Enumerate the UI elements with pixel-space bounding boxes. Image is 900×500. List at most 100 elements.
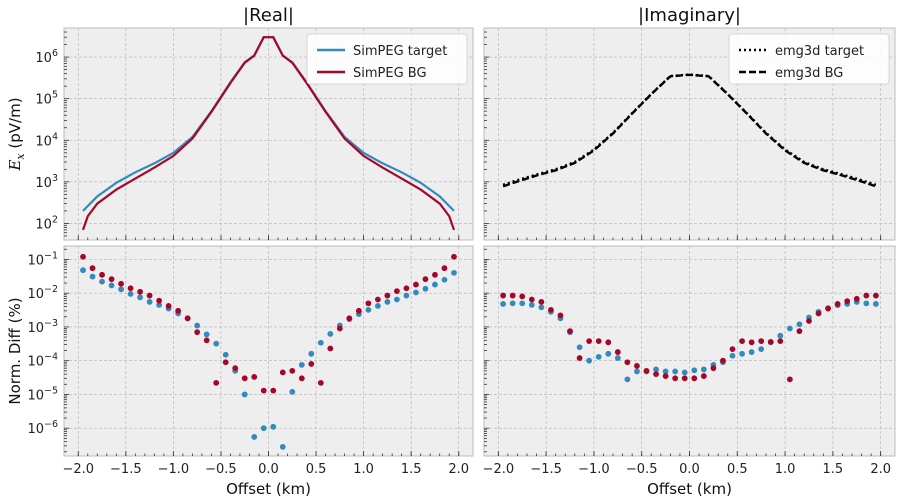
data-point: [432, 281, 438, 288]
data-point: [586, 338, 593, 345]
y-tick-label: 103: [35, 173, 58, 191]
data-point: [528, 296, 535, 303]
x-tick-label: −0.5: [205, 462, 237, 477]
data-point: [251, 374, 258, 380]
data-point: [279, 369, 286, 376]
data-point: [700, 366, 707, 373]
data-point: [748, 339, 755, 346]
legend-label: SimPEG BG: [353, 66, 427, 81]
data-point: [89, 265, 96, 272]
data-point: [156, 297, 163, 304]
data-point: [346, 315, 353, 322]
data-point: [80, 253, 86, 260]
data-point: [308, 350, 315, 357]
data-point: [194, 322, 201, 329]
data-point: [624, 376, 631, 383]
data-point: [729, 346, 736, 353]
y-tick-label: 10−2: [27, 284, 58, 302]
x-tick-label: 1.0: [353, 462, 374, 477]
legend-box: [306, 33, 468, 85]
data-point: [509, 292, 516, 299]
y-tick-label: 10−1: [27, 250, 58, 268]
data-point: [156, 301, 163, 308]
data-point: [662, 368, 669, 375]
data-point: [222, 359, 229, 366]
series-line-1: [502, 73, 877, 188]
data-point: [863, 300, 870, 307]
panel-real-field: 102 103 104 105 106 |Real| Ex (pV/m) SimPEG tar…: [6, 5, 474, 241]
data-point: [270, 387, 277, 394]
data-point: [786, 376, 793, 383]
x-tick-label: 0.0: [679, 462, 700, 477]
series-line-1: [81, 36, 456, 231]
y-axis-label: Ex (pV/m): [6, 97, 27, 171]
data-point: [327, 331, 334, 337]
x-tick-label: −1.0: [578, 462, 610, 477]
data-point: [451, 253, 457, 260]
x-tick-label: −0.5: [626, 462, 658, 477]
data-point: [863, 292, 870, 299]
data-point: [538, 299, 545, 305]
data-point: [872, 301, 879, 307]
x-tick-label: 0.5: [306, 462, 327, 477]
data-point: [500, 292, 507, 299]
data-point: [413, 281, 419, 288]
data-point: [758, 346, 765, 353]
x-tick-label: −2.0: [62, 462, 94, 477]
data-point: [595, 353, 602, 360]
data-point: [80, 267, 86, 274]
x-tick-label: −1.5: [530, 462, 562, 477]
data-point: [567, 328, 573, 335]
data-point: [643, 367, 650, 374]
data-point: [691, 375, 698, 382]
data-point: [99, 271, 105, 278]
data-point: [118, 280, 124, 287]
data-point: [222, 351, 229, 358]
data-point: [796, 328, 803, 335]
data-point: [203, 331, 210, 338]
data-point: [137, 288, 143, 295]
data-point: [441, 276, 448, 283]
data-point: [548, 306, 554, 313]
data-point: [384, 292, 391, 299]
data-point: [825, 305, 831, 312]
data-point: [422, 285, 429, 292]
data-point: [653, 371, 659, 378]
y-tick-label: 10−6: [27, 419, 58, 437]
data-point: [384, 299, 391, 305]
x-tick-label: −1.0: [158, 462, 190, 477]
data-point: [777, 338, 784, 345]
data-point: [672, 368, 679, 375]
y-tick-label: 104: [35, 131, 58, 149]
data-point: [355, 307, 362, 314]
data-point: [729, 352, 736, 359]
data-point: [720, 357, 726, 364]
data-point: [241, 391, 248, 398]
data-point: [739, 350, 745, 357]
data-point: [232, 365, 239, 372]
x-tick-label: 2.0: [870, 462, 891, 477]
data-point: [509, 300, 516, 307]
data-point: [576, 355, 583, 361]
data-point: [557, 312, 564, 319]
y-axis-label: Norm. Diff (%): [6, 297, 24, 404]
data-point: [308, 361, 315, 367]
x-tick-label: 0.0: [258, 462, 279, 477]
data-point: [777, 332, 784, 339]
data-point: [634, 368, 640, 375]
data-point: [681, 369, 688, 376]
data-point: [403, 285, 410, 292]
legend-label: emg3d BG: [775, 66, 843, 81]
data-point: [586, 357, 593, 364]
data-point: [432, 271, 438, 278]
panel-real-norm-diff: −2.0 −1.5 −1.0 −0.5 0.0 0.5 1.0 1.5 2.0 10−6 10−5 1…: [6, 245, 474, 498]
x-tick-label: 1.5: [823, 462, 844, 477]
data-point: [767, 339, 774, 345]
data-point: [213, 340, 220, 347]
data-point: [614, 355, 621, 361]
legend-label: emg3d target: [775, 44, 864, 59]
data-point: [700, 373, 707, 379]
x-tick-label: −1.5: [110, 462, 142, 477]
data-point: [519, 293, 526, 300]
